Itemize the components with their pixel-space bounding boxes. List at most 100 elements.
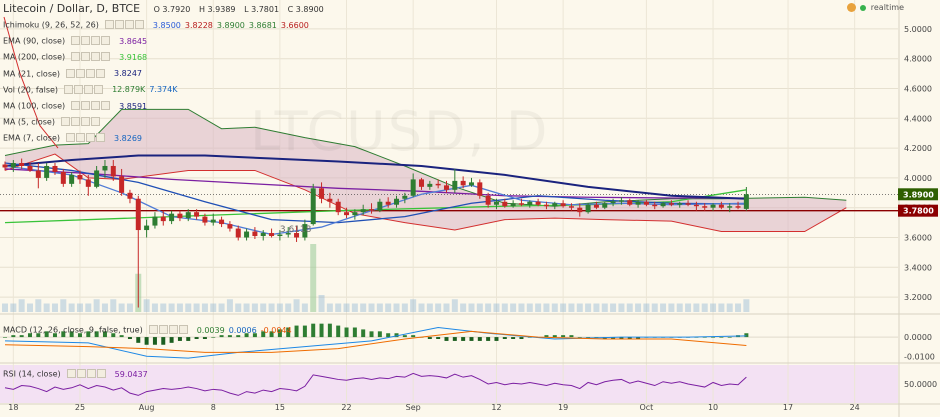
candle-body (718, 204, 724, 208)
macd-histogram-bar (502, 337, 507, 339)
legend-row[interactable]: MA (200, close) 3.9168 (3, 51, 151, 64)
candle-body (543, 204, 549, 207)
indicator-values: 3.8500 3.8228 3.8900 3.8681 3.6600 (153, 21, 313, 30)
more-icon[interactable] (96, 133, 105, 143)
volume-bar (243, 303, 250, 312)
legend-buttons (66, 368, 107, 380)
legend-buttons (104, 19, 145, 31)
eye-icon[interactable] (60, 117, 70, 127)
volume-bar (318, 295, 325, 312)
eye-icon[interactable] (66, 68, 76, 78)
macd-histogram-bar (744, 333, 749, 338)
realtime-indicator[interactable]: realtime (846, 3, 904, 12)
settings-icon[interactable] (76, 369, 86, 378)
candle-body (518, 203, 524, 205)
macd-histogram-bar (11, 335, 16, 338)
legend-row[interactable]: Ichimoku (9, 26, 52, 26) 3.8500 3.8228 3.89… (3, 19, 313, 32)
close-icon[interactable] (91, 101, 101, 110)
settings-icon[interactable] (76, 133, 85, 143)
more-icon[interactable] (90, 117, 100, 127)
volume-bar (718, 303, 725, 312)
candle-body (468, 182, 474, 186)
indicator-value: 3.8500 (152, 20, 181, 30)
more-icon[interactable] (101, 101, 111, 110)
volume-bar (218, 303, 225, 312)
macd-histogram-bar (161, 337, 166, 345)
volume-bar (651, 303, 658, 312)
eye-icon[interactable] (71, 52, 81, 62)
close-icon[interactable] (86, 369, 96, 378)
legend-row[interactable]: Vol (20, false) 12.879K 7.374K (3, 84, 181, 97)
volume-bar (460, 303, 467, 312)
macd-histogram-bar (577, 337, 582, 338)
candle-body (419, 179, 424, 187)
volume-bar (2, 303, 8, 312)
macd-histogram-bar (319, 323, 324, 338)
more-icon[interactable] (101, 36, 111, 46)
more-icon[interactable] (101, 52, 111, 62)
volume-bar (468, 303, 475, 312)
legend-row[interactable]: EMA (90, close) 3.8645 (3, 35, 151, 48)
candle-body (102, 165, 108, 171)
more-icon[interactable] (134, 20, 144, 29)
volume-bar (310, 244, 317, 312)
macd-histogram-bar (294, 325, 299, 338)
legend-row[interactable]: MACD (12, 26, close, 9, false, true) 0.00… (3, 324, 296, 337)
candle-body (202, 216, 208, 223)
candle-body (294, 233, 300, 238)
eye-icon[interactable] (66, 369, 76, 378)
legend-row[interactable]: MA (21, close) 3.8247 (3, 68, 146, 81)
settings-icon[interactable] (114, 20, 124, 29)
settings-icon[interactable] (70, 117, 80, 127)
more-icon[interactable] (96, 68, 106, 78)
volume-bar (251, 303, 258, 312)
indicator-value: -0.0044 (260, 325, 292, 335)
ichimoku-cloud (5, 109, 847, 232)
eye-icon[interactable] (71, 101, 81, 110)
settings-icon[interactable] (81, 36, 91, 46)
settings-icon[interactable] (76, 68, 86, 78)
close-icon[interactable] (168, 325, 178, 334)
more-icon[interactable] (178, 325, 188, 334)
settings-icon[interactable] (158, 325, 168, 334)
legend-buttons (60, 116, 101, 128)
eye-icon[interactable] (104, 20, 114, 29)
settings-icon[interactable] (81, 52, 91, 62)
settings-icon[interactable] (81, 101, 91, 110)
macd-histogram-bar (19, 335, 24, 338)
macd-histogram-bar (544, 335, 549, 338)
eye-icon[interactable] (64, 84, 74, 94)
legend-row[interactable]: MA (100, close) 3.8591 (3, 100, 151, 113)
candle-body (285, 233, 291, 235)
time-axis-label: 24 (850, 403, 860, 412)
legend-row[interactable]: MA (5, close) (3, 116, 109, 129)
eye-icon[interactable] (66, 133, 75, 143)
candle-body (369, 209, 375, 211)
close-icon[interactable] (84, 84, 94, 94)
volume-bar (160, 303, 167, 312)
close-icon[interactable] (91, 52, 101, 62)
volume-bar (693, 303, 700, 312)
close-icon[interactable] (91, 36, 101, 46)
symbol-title[interactable]: Litecoin / Dollar, D, BTCE (3, 2, 141, 15)
close-icon[interactable] (80, 117, 90, 127)
candle-body (319, 188, 325, 199)
more-icon[interactable] (96, 369, 106, 378)
volume-bar (226, 299, 233, 312)
eye-icon[interactable] (71, 36, 81, 46)
ichimoku-span-b (4, 153, 847, 233)
settings-icon[interactable] (74, 84, 84, 94)
volume-bar (735, 303, 742, 312)
legend-row[interactable]: RSI (14, close) 59.0437 (3, 368, 152, 381)
more-icon[interactable] (94, 84, 104, 94)
close-icon[interactable] (124, 20, 134, 29)
candle-body (552, 203, 558, 207)
close-icon[interactable] (86, 68, 96, 78)
eye-icon[interactable] (148, 325, 158, 334)
close-icon[interactable] (86, 133, 95, 143)
chart-title-bar: Litecoin / Dollar, D, BTCE O 3.7920 H 3.… (3, 2, 330, 17)
volume-bar (368, 303, 375, 312)
legend-row[interactable]: EMA (7, close) 3.8269 (3, 132, 146, 145)
macd-histogram-bar (461, 337, 466, 341)
